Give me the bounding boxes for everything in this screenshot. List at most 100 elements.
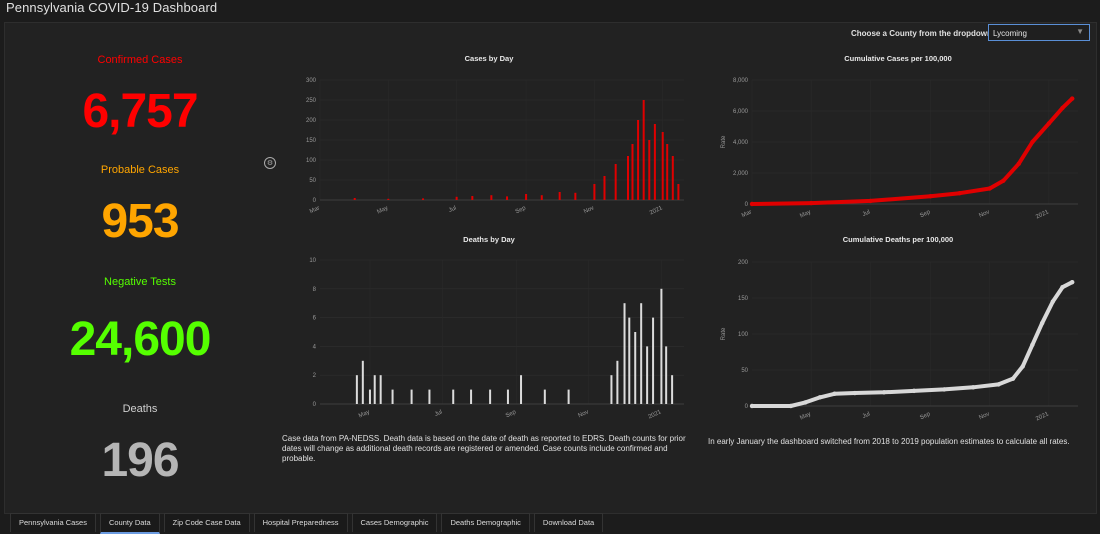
- tab-county-data[interactable]: County Data: [99, 513, 160, 534]
- bar: [540, 195, 543, 200]
- bar: [671, 156, 674, 200]
- y-tick-label: 0: [745, 404, 749, 410]
- bar: [355, 375, 358, 404]
- probable-cases-label: Probable Cases: [100, 164, 180, 176]
- x-tick-label: 2021: [1035, 411, 1050, 422]
- tab-cases-demographic[interactable]: Cases Demographic: [351, 513, 438, 532]
- data-point: [788, 403, 794, 409]
- bar: [428, 389, 431, 404]
- data-point: [832, 391, 837, 396]
- cases-by-day-chart: Cases by Day 0 50 100 150 200 250 300 Mar May Jul…: [286, 52, 692, 220]
- deaths-label: Deaths: [122, 403, 158, 415]
- data-point: [1016, 161, 1022, 166]
- y-axis-title: Rate: [721, 327, 727, 340]
- y-tick-label: 0: [745, 202, 749, 208]
- x-tick-label: May: [799, 209, 812, 219]
- x-tick-label: Nov: [583, 205, 595, 215]
- data-point: [749, 403, 755, 409]
- y-tick-label: 0: [313, 402, 317, 408]
- cumulative-deaths-svg: 0 50 100 150 200 May Jul Sep Nov 2021 Rate: [721, 260, 1078, 422]
- x-tick-label: 2021: [649, 205, 664, 216]
- county-dropdown[interactable]: Lycoming ▼: [988, 24, 1090, 41]
- data-point: [941, 387, 947, 392]
- data-point: [803, 400, 808, 405]
- bar: [593, 184, 596, 200]
- x-tick-label: Sep: [505, 409, 518, 419]
- deaths-by-day-chart: Deaths by Day 0 2 4 6 8 10 May Jul Sep Nov 2021: [286, 233, 692, 423]
- data-point: [1060, 105, 1065, 111]
- bar: [543, 389, 546, 404]
- cumulative-deaths-chart: Cumulative Deaths per 100,000 0 50 100 150 2…: [710, 235, 1086, 423]
- bar: [614, 164, 617, 200]
- y-tick-label: 50: [741, 368, 748, 374]
- tab-deaths-demographic[interactable]: Deaths Demographic: [441, 513, 530, 532]
- bar: [610, 375, 613, 404]
- y-tick-label: 10: [309, 258, 316, 264]
- x-tick-label: Nov: [978, 411, 990, 421]
- data-point: [996, 382, 1001, 387]
- data-point: [881, 390, 887, 395]
- y-tick-label: 0: [313, 198, 317, 204]
- app-title: Pennsylvania COVID-19 Dashboard: [6, 0, 218, 15]
- data-point: [911, 388, 917, 394]
- y-tick-label: 150: [306, 138, 317, 144]
- tab-bar: Pennsylvania Cases County Data Zip Code …: [10, 513, 604, 534]
- x-tick-label: May: [799, 411, 812, 421]
- data-point: [1069, 279, 1075, 285]
- bar: [506, 389, 509, 404]
- bar: [379, 375, 382, 404]
- x-tick-label: Jul: [862, 411, 871, 420]
- x-tick-label: Sep: [515, 205, 528, 215]
- x-tick-label: Sep: [919, 411, 932, 421]
- x-tick-label: Jul: [434, 409, 443, 418]
- y-tick-label: 8: [313, 287, 317, 293]
- data-point: [1030, 139, 1035, 145]
- y-tick-label: 200: [306, 118, 317, 124]
- bar: [525, 194, 528, 200]
- chart-title: Cumulative Cases per 100,000: [844, 54, 952, 63]
- tab-pennsylvania-cases[interactable]: Pennsylvania Cases: [10, 513, 96, 532]
- tab-download-data[interactable]: Download Data: [533, 513, 604, 532]
- bar: [391, 389, 394, 404]
- bar: [387, 198, 390, 200]
- chart-title: Cases by Day: [464, 54, 514, 63]
- negative-tests-label: Negative Tests: [104, 276, 176, 288]
- bar: [631, 144, 634, 200]
- data-point: [928, 194, 933, 199]
- data-point: [957, 190, 962, 196]
- data-point: [1050, 299, 1055, 304]
- settings-icon[interactable]: ⚙: [264, 157, 276, 169]
- data-point: [1020, 364, 1025, 369]
- bar: [574, 192, 577, 200]
- x-tick-label: Mar: [741, 209, 753, 219]
- tab-hospital-preparedness[interactable]: Hospital Preparedness: [253, 513, 348, 532]
- population-estimate-note: In early January the dashboard switched …: [708, 437, 1070, 446]
- data-point: [1039, 321, 1045, 326]
- bar: [652, 317, 655, 404]
- data-point: [1030, 342, 1035, 347]
- data-point: [987, 186, 992, 191]
- bar: [455, 196, 458, 200]
- confirmed-cases-value: 6,757: [82, 85, 198, 138]
- y-tick-label: 2,000: [733, 171, 749, 177]
- bar: [489, 389, 492, 404]
- cases-by-day-svg: 0 50 100 150 200 250 300 Mar May Jul Sep Nov 2021: [306, 78, 684, 216]
- data-point: [817, 395, 823, 400]
- cumulative-cases-chart: Cumulative Cases per 100,000 0 2,000 4,000…: [710, 52, 1086, 220]
- x-tick-label: Nov: [577, 409, 589, 419]
- bar: [452, 389, 455, 404]
- bar: [648, 140, 651, 200]
- x-tick-label: May: [376, 205, 389, 215]
- data-point: [868, 198, 873, 204]
- x-tick-label: 2021: [1035, 209, 1050, 220]
- deaths-by-day-svg: 0 2 4 6 8 10 May Jul Sep Nov 2021: [309, 258, 684, 420]
- cumulative-cases-svg: 0 2,000 4,000 6,000 8,000 Mar May Jul Sep Nov 2021…: [721, 78, 1078, 220]
- tab-zip-code-case-data[interactable]: Zip Code Case Data: [163, 513, 250, 532]
- y-tick-label: 250: [306, 98, 317, 104]
- data-point: [1060, 285, 1065, 290]
- deaths-value: 196: [101, 434, 179, 487]
- bar: [637, 120, 640, 200]
- confirmed-cases-label: Confirmed Cases: [97, 54, 183, 66]
- bar: [640, 303, 643, 404]
- bar: [373, 375, 376, 404]
